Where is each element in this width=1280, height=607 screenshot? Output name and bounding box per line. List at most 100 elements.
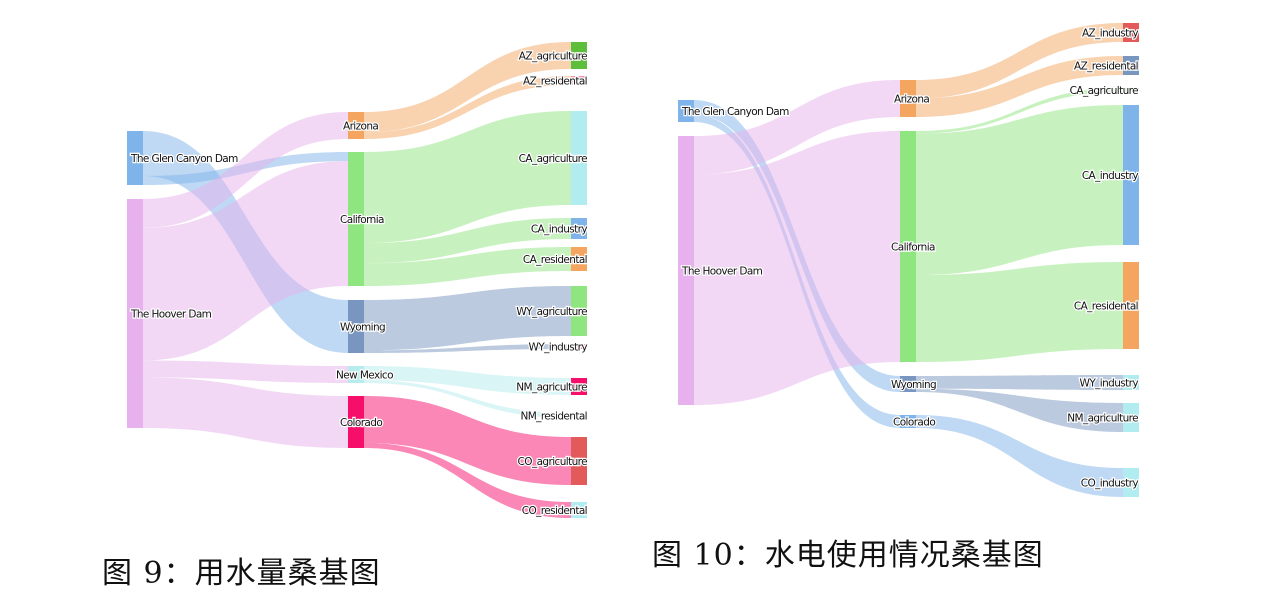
link-california-to-ca-residental [916,262,1123,362]
label-ca-residental: CA_residental [523,254,587,266]
node-wyoming [348,300,364,353]
node-az-agriculture [571,42,587,69]
label-wy-industry: WY_industry [529,342,588,354]
label-wy-agriculture: WY_agriculture [516,306,587,318]
label-colorado: Colorado [340,417,382,429]
label-co-residental: CO_residental [522,505,587,517]
node-the-glen-canyon-dam [127,131,143,185]
node-the-glen-canyon-dam [678,100,694,122]
hydropower-usage-sankey-chart: The Glen Canyon Dam The Hoover Dam Arizona… [678,23,1140,497]
label-colorado: Colorado [893,417,935,429]
label-ca-industry: CA_industry [1082,170,1139,182]
link-the-hoover-dam-to-california [694,131,900,405]
label-wyoming: Wyoming [891,379,936,391]
label-wy-industry: WY_industry [1080,378,1139,390]
link-new-mexico-to-nm-residental [364,380,571,418]
link-colorado-to-co-residental [364,442,571,518]
sankey-labels: The Glen Canyon Dam The Hoover Dam Arizona… [680,26,1140,490]
link-new-mexico-to-nm-agriculture [364,366,571,395]
label-wyoming: Wyoming [340,322,385,334]
label-california: California [891,242,935,254]
node-az-industry [1123,23,1139,42]
link-the-hoover-dam-to-arizona [694,80,900,175]
link-the-hoover-dam-to-arizona [143,112,348,228]
label-co-agriculture: CO_agriculture [518,456,588,468]
label-the-hoover-dam: The Hoover Dam [130,309,212,321]
label-california: California [340,214,384,226]
hydropower-usage-caption: 图 10：水电使用情况桑基图 [652,538,1044,573]
node-colorado [348,396,364,448]
water-usage-figure: The Glen Canyon Dam The Hoover Dam Arizona… [102,42,589,591]
label-az-industry: AZ_industry [1082,28,1138,40]
label-az-agriculture: AZ_agriculture [519,51,587,63]
node-arizona [348,112,364,139]
label-ca-residental: CA_residental [1074,301,1138,313]
link-the-hoover-dam-to-colorado [143,377,348,448]
node-nm-agriculture [571,378,587,395]
label-nm-residental: NM_residental [520,411,587,423]
link-colorado-to-co-industry [916,415,1123,497]
label-arizona: Arizona [343,121,378,133]
link-arizona-to-az-residental [916,56,1123,117]
node-az-residental [571,76,587,85]
node-ca-agriculture [1123,88,1139,92]
node-ca-industry [571,218,587,239]
link-california-to-ca-industry [364,218,571,264]
node-nm-residental [571,413,587,418]
link-california-to-ca-residental [364,247,571,286]
node-co-industry [1123,468,1139,497]
link-arizona-to-az-residental [364,76,571,139]
node-wyoming [900,376,916,392]
node-ca-residental [1123,262,1139,349]
link-california-to-ca-agriculture [364,111,571,244]
link-arizona-to-az-industry [916,23,1123,99]
node-wy-agriculture [571,286,587,336]
node-co-agriculture [571,437,587,485]
node-nm-agriculture [1123,403,1139,432]
link-the-hoover-dam-to-new-mexico [143,360,348,383]
link-wyoming-to-wy-industry [916,375,1123,390]
label-ca-industry: CA_industry [531,224,588,236]
node-az-residental [1123,56,1139,75]
sankey-links [143,42,571,518]
label-the-hoover-dam: The Hoover Dam [681,266,763,278]
hydropower-usage-figure: The Glen Canyon Dam The Hoover Dam Arizona… [640,0,1280,607]
link-wyoming-to-nm-agriculture [916,388,1123,432]
water-usage-sankey-chart: The Glen Canyon Dam The Hoover Dam Arizona… [127,42,589,518]
link-california-to-ca-agriculture [916,88,1123,134]
node-wy-industry [1123,375,1139,390]
sankey-links [694,23,1123,497]
node-co-residental [571,502,587,518]
node-wy-industry [571,344,587,349]
node-ca-agriculture [571,111,587,205]
node-colorado [900,415,916,428]
label-ca-agriculture: CA_agriculture [1070,85,1139,97]
node-the-hoover-dam [127,199,143,428]
node-california [900,131,916,362]
label-arizona: Arizona [894,94,929,106]
node-ca-residental [571,247,587,271]
link-arizona-to-az-agriculture [364,42,571,133]
label-nm-agriculture: NM_agriculture [516,382,587,394]
node-ca-industry [1123,105,1139,245]
label-new-mexico: New Mexico [336,370,393,382]
node-arizona [900,80,916,117]
link-the-hoover-dam-to-california [143,161,348,361]
node-new-mexico [348,366,364,383]
label-az-residental: AZ_residental [1074,61,1138,73]
sankey-nodes [127,42,587,518]
link-wyoming-to-wy-agriculture [364,286,571,351]
label-co-industry: CO_industry [1081,478,1139,490]
node-the-hoover-dam [678,136,694,405]
label-the-glen-canyon-dam: The Glen Canyon Dam [681,106,789,118]
link-colorado-to-co-agriculture [364,396,571,485]
sankey-labels: The Glen Canyon Dam The Hoover Dam Arizona… [129,49,589,518]
node-california [348,152,364,286]
label-az-residental: AZ_residental [523,76,587,88]
link-california-to-ca-industry [916,105,1123,276]
link-wyoming-to-wy-industry [364,344,571,353]
label-nm-agriculture: NM_agriculture [1067,413,1138,425]
water-usage-caption: 图 9：用水量桑基图 [102,556,381,591]
sankey-nodes [678,23,1139,497]
label-ca-agriculture: CA_agriculture [519,153,588,165]
